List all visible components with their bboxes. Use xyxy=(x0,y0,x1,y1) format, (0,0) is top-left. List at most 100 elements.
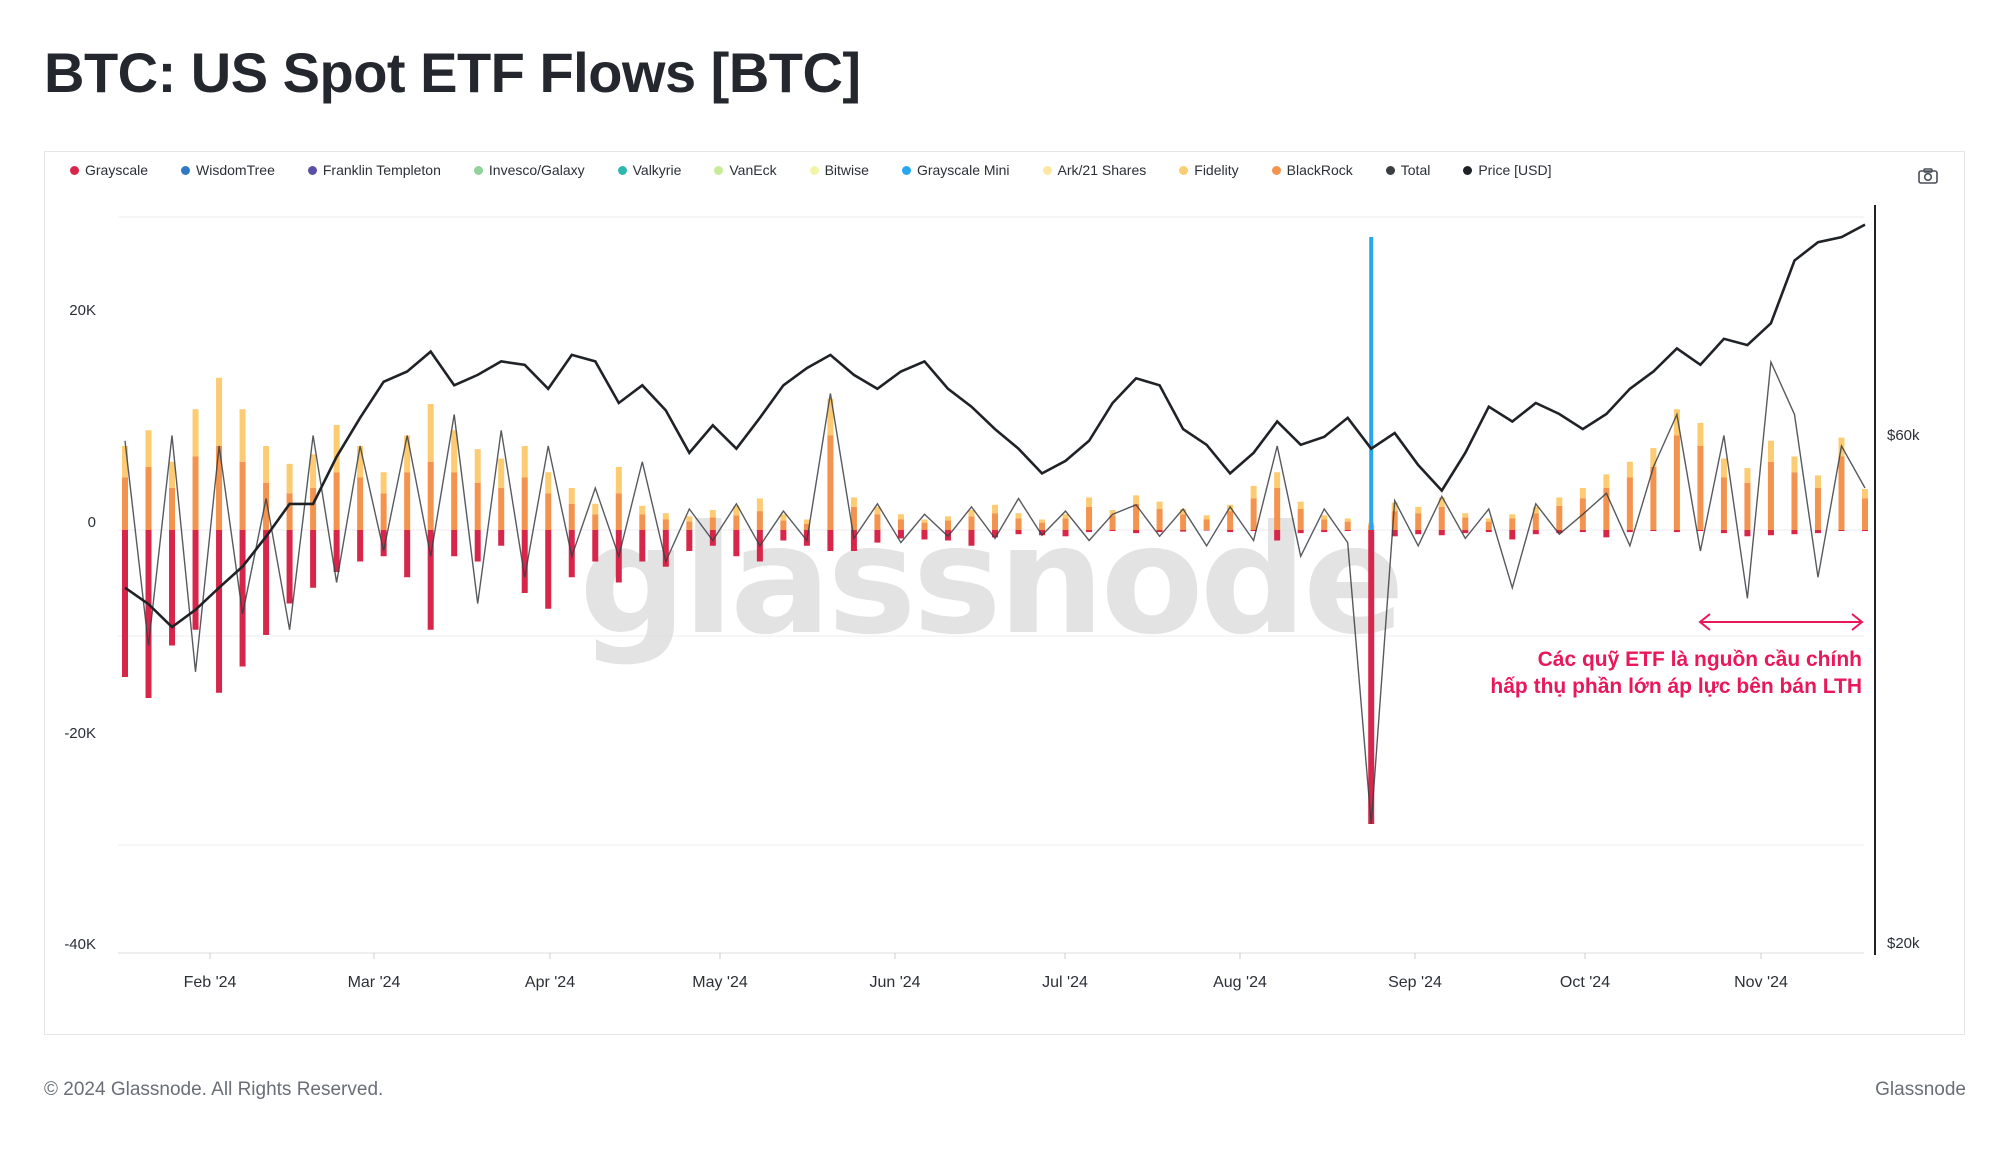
bar-fidelity xyxy=(1744,468,1751,483)
bar-fidelity xyxy=(1462,513,1469,518)
bar-fidelity xyxy=(1250,485,1257,499)
bar-blackrock xyxy=(1603,488,1610,530)
legend-dot xyxy=(809,165,819,175)
bar-blackrock xyxy=(498,488,505,530)
bar-blackrock xyxy=(1767,461,1774,530)
bar-fidelity xyxy=(1133,495,1140,504)
bar-fidelity xyxy=(145,430,152,467)
legend-dot xyxy=(1179,165,1189,175)
legend-item-grayscale-mini[interactable]: Grayscale Mini xyxy=(901,162,1010,178)
bar-fidelity xyxy=(592,503,599,515)
legend-item-valkyrie[interactable]: Valkyrie xyxy=(617,162,681,178)
bar-fidelity xyxy=(874,506,881,515)
legend-item-blackrock[interactable]: BlackRock xyxy=(1271,162,1353,178)
bar-blackrock xyxy=(1509,518,1516,530)
annotation-line-1: Các quỹ ETF là nguồn cầu chính xyxy=(1537,648,1862,671)
bar-blackrock xyxy=(1438,506,1445,530)
bar-grayscale xyxy=(1697,530,1704,532)
bar-blackrock xyxy=(216,446,223,530)
camera-icon[interactable] xyxy=(1918,168,1938,184)
bar-blackrock xyxy=(921,522,928,530)
copyright-text: © 2024 Glassnode. All Rights Reserved. xyxy=(44,1079,384,1100)
annotation-line-2: hấp thụ phần lớn áp lực bên bán LTH xyxy=(1490,675,1862,698)
bar-fidelity xyxy=(1109,510,1116,516)
bar-grayscale xyxy=(850,530,857,551)
bar-blackrock xyxy=(1062,518,1069,530)
bar-grayscale xyxy=(1180,530,1187,532)
bar-grayscale xyxy=(968,530,975,546)
bar-blackrock xyxy=(1626,477,1633,530)
bar-blackrock xyxy=(1039,522,1046,530)
bar-blackrock xyxy=(1697,446,1704,530)
bar-fidelity xyxy=(427,404,434,462)
legend-dot xyxy=(714,165,724,175)
bar-blackrock xyxy=(803,523,810,530)
bar-blackrock xyxy=(474,482,481,530)
bar-grayscale xyxy=(1462,530,1469,534)
legend-item-fidelity[interactable]: Fidelity xyxy=(1179,162,1239,178)
legend-dot xyxy=(1042,165,1052,175)
x-axis-tick-label: Feb '24 xyxy=(184,974,237,991)
bar-blackrock xyxy=(1109,515,1116,530)
bar-fidelity xyxy=(686,516,693,522)
bar-blackrock xyxy=(992,513,998,530)
bar-fidelity xyxy=(1156,501,1163,509)
bar-blackrock xyxy=(1720,477,1727,530)
footer-brand-link[interactable]: Glassnode xyxy=(1875,1079,1966,1100)
bar-fidelity xyxy=(521,446,528,478)
legend-item-ark-21-shares[interactable]: Ark/21 Shares xyxy=(1042,162,1146,178)
bar-grayscale xyxy=(897,530,904,539)
bar-grayscale xyxy=(1532,530,1539,535)
legend-item-franklin-templeton[interactable]: Franklin Templeton xyxy=(307,162,441,178)
bar-blackrock xyxy=(1156,509,1163,530)
bar-blackrock xyxy=(1133,503,1140,530)
legend-item-grayscale[interactable]: Grayscale xyxy=(70,162,148,178)
bar-blackrock xyxy=(545,493,552,530)
legend-dot xyxy=(1463,165,1473,175)
total-flow-line xyxy=(124,359,1866,825)
bar-grayscale xyxy=(545,530,552,609)
bar-blackrock xyxy=(733,515,740,530)
bar-grayscale xyxy=(1744,530,1751,537)
bar-blackrock xyxy=(1838,456,1845,530)
bar-fidelity xyxy=(1039,519,1046,523)
bar-blackrock xyxy=(1415,513,1422,530)
bar-blackrock xyxy=(1227,511,1234,530)
bar-fidelity xyxy=(1814,475,1821,488)
bar-grayscale xyxy=(874,530,881,543)
bar-blackrock xyxy=(1556,505,1563,530)
bar-grayscale xyxy=(992,530,998,538)
legend-item-total[interactable]: Total xyxy=(1385,162,1430,178)
legend-item-bitwise[interactable]: Bitwise xyxy=(809,162,869,178)
bar-fidelity xyxy=(1062,514,1069,519)
bar-blackrock xyxy=(615,493,622,530)
legend-item-wisdomtree[interactable]: WisdomTree xyxy=(181,162,275,178)
legend-dot xyxy=(181,165,191,175)
bar-fidelity xyxy=(1297,501,1304,509)
bar-fidelity xyxy=(357,446,364,478)
bar-fidelity xyxy=(333,425,340,473)
bar-grayscale xyxy=(521,530,528,593)
bar-fidelity xyxy=(1203,515,1210,520)
bar-blackrock xyxy=(122,477,128,530)
bar-fidelity xyxy=(239,409,246,462)
bar-fidelity xyxy=(897,514,904,520)
legend-item-invesco-galaxy[interactable]: Invesco/Galaxy xyxy=(473,162,585,178)
bar-grayscale xyxy=(1579,530,1586,533)
legend-item-price-usd[interactable]: Price [USD] xyxy=(1463,162,1551,178)
bar-fidelity xyxy=(451,430,458,473)
bar-blackrock xyxy=(944,520,951,530)
bar-blackrock xyxy=(286,493,293,530)
bar-grayscale xyxy=(686,530,693,551)
bar-fidelity xyxy=(1438,497,1445,507)
bar-grayscale xyxy=(427,530,434,630)
bar-grayscale xyxy=(357,530,364,562)
bar-blackrock xyxy=(1274,488,1281,530)
bar-fidelity xyxy=(1532,506,1539,514)
bar-blackrock xyxy=(1744,482,1751,530)
legend-dot xyxy=(307,165,317,175)
bar-fidelity xyxy=(780,514,787,521)
legend-item-vaneck[interactable]: VanEck xyxy=(714,162,777,178)
legend-dot xyxy=(617,165,627,175)
bar-grayscale xyxy=(1485,530,1492,533)
